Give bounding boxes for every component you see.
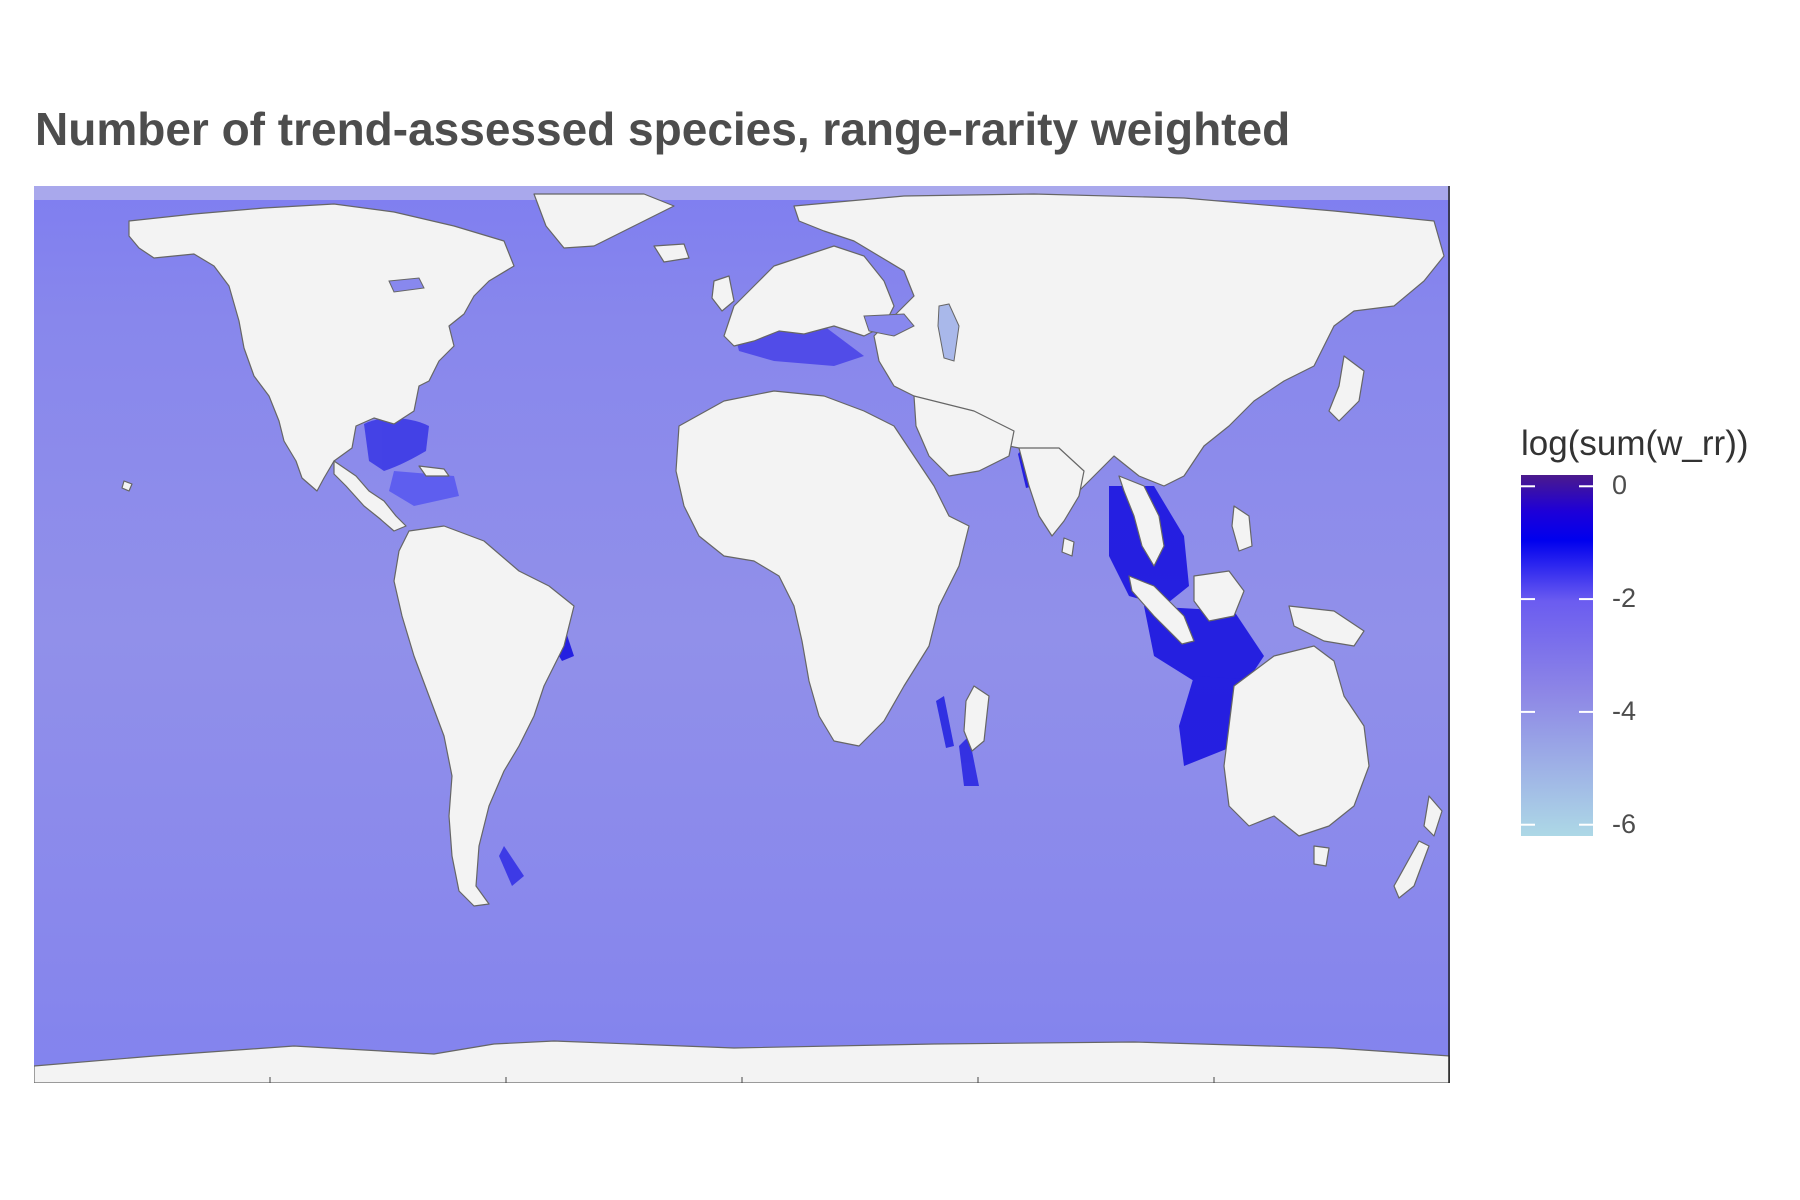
legend-colorbar xyxy=(1521,475,1593,836)
land-europe xyxy=(723,245,895,347)
axis-ticks xyxy=(269,1077,1215,1083)
great-lakes xyxy=(388,277,425,293)
ocean-arctic-band xyxy=(34,186,1450,200)
hotspot-east-africa xyxy=(936,696,954,748)
land-borneo xyxy=(1193,570,1245,622)
land-tasmania xyxy=(1313,845,1330,867)
caspian-sea xyxy=(937,303,960,362)
land-greenland xyxy=(533,193,675,249)
land-japan xyxy=(1328,355,1365,422)
land-sri-lanka xyxy=(1061,537,1075,557)
land-uk xyxy=(711,275,735,312)
land-new-guinea xyxy=(1288,605,1365,647)
hotspot-madagascar xyxy=(959,736,979,786)
land-central-america xyxy=(333,460,407,532)
land-caribbean-islands xyxy=(418,465,450,477)
hotspot-gulf-of-mexico xyxy=(364,418,429,471)
land-india xyxy=(1018,447,1085,537)
land-arabia xyxy=(913,395,1015,477)
legend-tick-label: -4 xyxy=(1612,695,1637,726)
land-madagascar xyxy=(963,685,990,752)
black-sea xyxy=(863,313,915,337)
land-africa xyxy=(675,390,970,747)
land-hawaii xyxy=(121,480,133,492)
colorbar-gradient xyxy=(1521,475,1593,836)
world-map xyxy=(34,186,1450,1083)
land-philippines xyxy=(1231,505,1253,552)
land-south-america xyxy=(393,525,575,907)
legend-title: log(sum(w_rr)) xyxy=(1521,424,1749,463)
land-iceland xyxy=(653,243,690,263)
legend-tick-label: -6 xyxy=(1612,808,1637,839)
inland-seas xyxy=(388,277,960,362)
legend-tick-label: -2 xyxy=(1612,583,1637,614)
hotspot-patagonia xyxy=(499,846,524,886)
land-antarctica xyxy=(34,1040,1450,1083)
land-new-zealand-north xyxy=(1423,795,1443,837)
land-north-america xyxy=(128,203,515,492)
map-title: Number of trend-assessed species, range-… xyxy=(35,103,1291,155)
land-eurasia xyxy=(793,193,1445,527)
hotspot-caribbean xyxy=(389,471,459,506)
land-southeast-asia xyxy=(1118,475,1165,567)
land-australia xyxy=(1223,645,1370,837)
land-new-zealand-south xyxy=(1393,840,1430,899)
land-layer xyxy=(34,193,1450,1083)
land-sumatra xyxy=(1128,575,1195,645)
legend-tick-label: 0 xyxy=(1612,470,1628,501)
